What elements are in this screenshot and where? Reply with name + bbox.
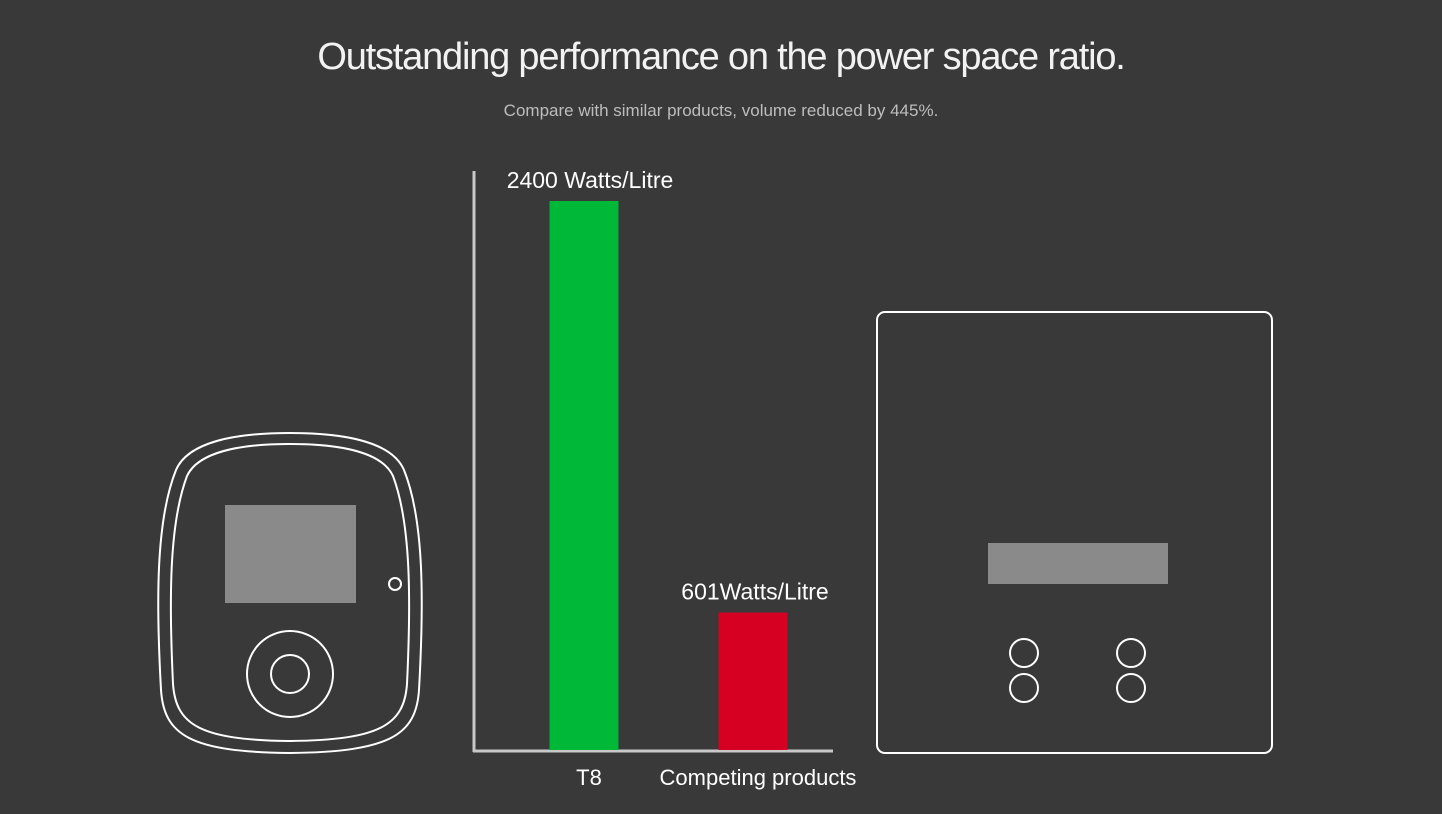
bar-1 [718,612,788,750]
x-tick-label: T8 [576,765,602,790]
bar-value-label: 601Watts/Litre [681,579,828,605]
page-title: Outstanding performance on the power spa… [317,36,1125,78]
x-tick-label: Competing products [660,765,857,790]
page-subtitle: Compare with similar products, volume re… [503,101,939,120]
bar-value-label: 2400 Watts/Litre [507,167,674,193]
bar-0 [549,201,619,750]
